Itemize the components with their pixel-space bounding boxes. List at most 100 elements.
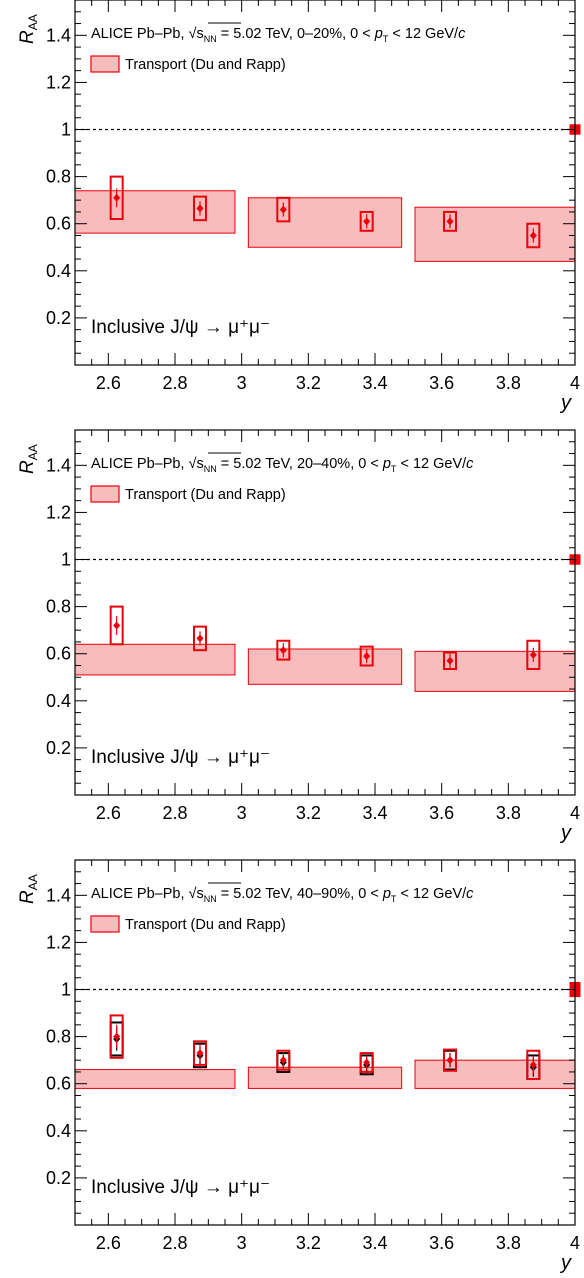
energy-centrality-label: = 5.02 TeV, 0–20%, 0 < — [217, 26, 375, 42]
model-band-3 — [414, 206, 576, 262]
data-point — [529, 231, 537, 240]
experiment-label: ALICE Pb–Pb, — [91, 886, 189, 902]
panel-1: 2.6 2.8 3 3.2 3.4 3.6 3.8 4 0.2 0.4 0.6 0.8 1 1.2 1.4 R… — [17, 0, 581, 414]
x-tick-label: 3.8 — [496, 373, 521, 393]
x-tick-label: 3 — [237, 373, 247, 393]
energy-centrality-label: = 5.02 TeV, 20–40%, 0 < — [217, 456, 383, 472]
pt-range-label: < 12 GeV/ — [396, 886, 467, 902]
model-band-2 — [247, 197, 403, 248]
pt-subscript: T — [391, 464, 397, 474]
x-tick-label: 2.6 — [96, 803, 121, 823]
syst-box — [359, 210, 374, 232]
x-tick-label: 3.4 — [362, 803, 387, 823]
x-tick-label: 3 — [237, 1233, 247, 1253]
process-label: Inclusive J/ψ → μ⁺μ⁻ — [91, 317, 270, 338]
y-tick-label: 0.4 — [46, 691, 71, 711]
data-point — [113, 1032, 121, 1041]
y-tick-label: 0.4 — [46, 1121, 71, 1141]
x-tick-label: 4 — [570, 1233, 580, 1253]
energy-centrality-label: = 5.02 TeV, 40–90%, 0 < — [217, 886, 383, 902]
pt-subscript: T — [391, 894, 397, 904]
pt-range-label: < 12 GeV/ — [396, 456, 467, 472]
syst-box — [526, 1049, 541, 1081]
y-axis-label: RAA — [17, 874, 40, 904]
data-point — [279, 205, 287, 214]
data-point — [113, 193, 121, 202]
model-band-2 — [247, 1066, 403, 1089]
sqrt-s-subscript: NN — [204, 34, 217, 44]
data-point — [279, 1056, 287, 1065]
legend-label: Transport (Du and Rapp) — [125, 57, 286, 73]
sqrt-s-subscript: NN — [204, 464, 217, 474]
panel-3: 2.6 2.8 3 3.2 3.4 3.6 3.8 4 0.2 0.4 0.6 0.8 1 1.2 1.4 R… — [17, 859, 581, 1274]
model-band-1 — [74, 190, 236, 234]
x-tick-label: 2.6 — [96, 373, 121, 393]
syst-box — [276, 196, 291, 223]
x-axis-label: y — [559, 1252, 572, 1273]
experiment-label: ALICE Pb–Pb, — [91, 26, 189, 42]
y-tick-label: 0.8 — [46, 597, 71, 617]
y-axis-label: RAA — [17, 14, 40, 44]
x-axis-label: y — [559, 392, 572, 414]
legend-swatch — [90, 55, 120, 73]
pt-unit-c: c — [466, 886, 474, 902]
model-band-1 — [74, 643, 236, 676]
pt-variable: p — [382, 456, 391, 472]
data-point — [196, 204, 204, 213]
pt-variable: p — [382, 886, 391, 902]
data-point — [446, 656, 454, 665]
model-band-1 — [74, 1069, 236, 1089]
y-tick-label: 0.6 — [46, 214, 71, 234]
data-point — [446, 217, 454, 226]
y-tick-label: 0.6 — [46, 644, 71, 664]
x-tick-label: 3.6 — [429, 373, 454, 393]
y-axis-label-sub: AA — [26, 14, 40, 30]
x-tick-label: 3.8 — [496, 803, 521, 823]
y-tick-label: 0.6 — [46, 1074, 71, 1094]
plot-frame — [74, 859, 576, 1226]
x-tick-label: 2.8 — [162, 803, 187, 823]
x-tick-label: 3.2 — [296, 803, 321, 823]
syst-box — [193, 625, 207, 652]
header-text: ALICE Pb–Pb, √sNN = 5.02 TeV, 40–90%, 0 … — [91, 886, 474, 904]
x-tick-label: 3.4 — [362, 373, 387, 393]
y-axis-label-main: R — [17, 890, 38, 904]
legend-swatch — [90, 915, 120, 933]
x-tick-label: 3 — [237, 803, 247, 823]
syst-box — [276, 639, 291, 661]
legend-swatch — [90, 485, 120, 503]
legend-label: Transport (Du and Rapp) — [125, 917, 286, 933]
x-tick-label: 4 — [570, 373, 580, 393]
y-tick-label: 1.4 — [46, 455, 71, 475]
pt-subscript: T — [383, 34, 389, 44]
process-label: Inclusive J/ψ → μ⁺μ⁻ — [91, 747, 270, 768]
y-axis-label-main: R — [17, 460, 38, 474]
syst-box — [109, 1014, 124, 1059]
y-axis-label-sub: AA — [26, 874, 40, 890]
panel-2: 2.6 2.8 3 3.2 3.4 3.6 3.8 4 0.2 0.4 0.6 0.8 1 1.2 1.4 R… — [17, 429, 581, 844]
data-point — [113, 621, 121, 630]
y-tick-label: 1.4 — [46, 885, 71, 905]
data-point — [363, 217, 371, 226]
data-point — [363, 1058, 371, 1067]
header-text: ALICE Pb–Pb, √sNN = 5.02 TeV, 0–20%, 0 <… — [91, 26, 466, 44]
syst-box — [443, 1048, 457, 1072]
plot-frame — [74, 429, 576, 796]
x-tick-label: 2.8 — [162, 1233, 187, 1253]
sqrt-s-label: √s — [189, 886, 204, 902]
x-tick-label: 3.2 — [296, 1233, 321, 1253]
x-tick-label: 2.6 — [96, 1233, 121, 1253]
x-tick-label: 3.6 — [429, 803, 454, 823]
syst-box — [443, 210, 457, 232]
syst-box — [109, 175, 124, 220]
y-tick-label: 1.4 — [46, 25, 71, 45]
data-point — [363, 652, 371, 661]
experiment-label: ALICE Pb–Pb, — [91, 456, 189, 472]
syst-box — [193, 195, 207, 222]
plot-frame — [74, 0, 576, 366]
x-tick-label: 3.8 — [496, 1233, 521, 1253]
pt-range-label: < 12 GeV/ — [388, 26, 459, 42]
y-axis-label-sub: AA — [26, 444, 40, 460]
y-tick-label: 1 — [61, 120, 71, 140]
